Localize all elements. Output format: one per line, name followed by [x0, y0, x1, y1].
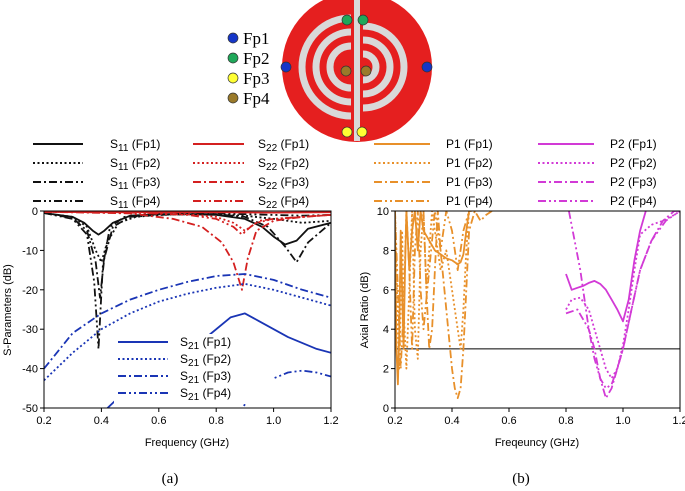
x-tick-label: 0.8 [558, 415, 573, 427]
feed-legend-swatch [227, 32, 239, 44]
x-tick-label: 0.6 [501, 415, 516, 427]
y-tick-label: 0 [32, 206, 38, 218]
feed-legend-label: Fp3 [243, 69, 269, 88]
feed-marker [341, 126, 353, 138]
feed-legend-swatch [227, 92, 239, 104]
legend-label: P2 (Fp4) [610, 194, 657, 208]
chart-b-frame [394, 210, 681, 409]
x-tick-label: 0.4 [444, 415, 459, 427]
legend-label: S21 (Fp2) [180, 352, 231, 369]
series-line [568, 211, 680, 390]
feed-legend-label: Fp1 [243, 29, 269, 48]
panel-label-a: (a) [162, 471, 179, 487]
y-tick-label: 4 [383, 324, 389, 336]
x-tick-label: 0.6 [151, 415, 166, 427]
chart-b-ylabel: Axial Ratio (dB) [359, 272, 371, 348]
chart-a-axes: 0.2 0.4 0.6 0.8 1.0 1.2 0 -10 -20 -30 -40 -50 [22, 206, 339, 427]
series-line [44, 273, 331, 370]
legend-label: P1 (Fp4) [446, 194, 493, 208]
y-tick-label: 0 [383, 403, 389, 415]
antenna-illustration [280, 0, 433, 142]
series-line [395, 211, 475, 370]
legend-label: P2 (Fp2) [610, 156, 657, 170]
legend-label: S11 (Fp3) [110, 175, 160, 192]
chart-b-axes: 0.2 0.4 0.6 0.8 1.0 1.2 10 8 6 4 2 0 [377, 206, 685, 427]
legend-label: P2 (Fp3) [610, 175, 657, 189]
x-tick-label: 1.2 [672, 415, 685, 427]
feed-legend-swatch [227, 72, 239, 84]
legend-label: P1 (Fp1) [446, 137, 493, 151]
legend-label: P1 (Fp2) [446, 156, 493, 170]
antenna-center-gap [354, 0, 360, 141]
legend-label: S21 (Fp4) [180, 386, 231, 403]
series-line [565, 211, 680, 400]
series-line [44, 212, 331, 264]
feed-legend-label: Fp4 [243, 89, 270, 108]
feed-marker [421, 61, 433, 73]
legend-label: S21 (Fp1) [180, 335, 231, 352]
feed-marker [340, 65, 352, 77]
chart-b-top-legend: P1 (Fp1) P1 (Fp2) P1 (Fp3) P1 (Fp4) P2 (Fp1)… [374, 137, 657, 208]
legend-label: S22 (Fp3) [258, 175, 309, 192]
x-tick-label: 1.2 [323, 415, 338, 427]
chart-a-xlabel: Frequency (GHz) [145, 437, 229, 449]
legend-label: P2 (Fp1) [610, 137, 657, 151]
chart-b-plot-area [395, 211, 680, 400]
feed-markers [280, 14, 433, 138]
series-line [44, 212, 331, 299]
y-tick-label: 10 [377, 206, 389, 218]
x-tick-label: 0.2 [36, 415, 51, 427]
chart-a-inset-legend: S21 (Fp1)S21 (Fp2)S21 (Fp3)S21 (Fp4) [114, 334, 274, 404]
y-tick-label: -30 [22, 324, 38, 336]
legend-label: S21 (Fp3) [180, 369, 231, 386]
chart-b-xlabel: Freqeuncy (GHz) [495, 437, 579, 449]
y-tick-label: -50 [22, 403, 38, 415]
y-tick-label: -40 [22, 364, 38, 376]
legend-label: S11 (Fp2) [110, 156, 160, 173]
series-line [395, 211, 470, 370]
legend-label: S22 (Fp1) [258, 137, 309, 154]
series-line [106, 312, 331, 408]
chart-a-plot-area [44, 211, 331, 408]
series-line [422, 211, 493, 400]
series-line [44, 282, 331, 382]
feed-legend-label: Fp2 [243, 49, 269, 68]
feed-marker [341, 14, 353, 26]
feed-marker [360, 65, 372, 77]
feed-marker [280, 61, 292, 73]
x-tick-label: 0.2 [387, 415, 402, 427]
y-tick-label: -10 [22, 245, 38, 257]
x-tick-label: 0.8 [209, 415, 224, 427]
chart-a-frame [43, 210, 332, 409]
feed-marker [357, 14, 369, 26]
legend-label: S11 (Fp4) [110, 194, 160, 211]
y-tick-label: 6 [383, 285, 389, 297]
chart-a-ylabel: S-Parameters (dB) [2, 264, 14, 356]
x-tick-label: 0.4 [94, 415, 109, 427]
panel-label-b: (b) [512, 471, 530, 487]
y-tick-label: -20 [22, 285, 38, 297]
y-tick-label: 2 [383, 364, 389, 376]
chart-a: S11 (Fp1) S11 (Fp2) S11 (Fp3) S11 (Fp4) S22 … [2, 137, 339, 487]
series-line [44, 212, 331, 350]
feed-legend-swatch [227, 52, 239, 64]
legend-label: P1 (Fp3) [446, 175, 493, 189]
legend-label: S11 (Fp1) [110, 137, 160, 154]
legend-label: S22 (Fp2) [258, 156, 309, 173]
series-line [565, 211, 647, 323]
feed-marker [356, 126, 368, 138]
legend-label: S22 (Fp4) [258, 194, 309, 211]
chart-a-top-legend: S11 (Fp1) S11 (Fp2) S11 (Fp3) S11 (Fp4) S22 … [33, 137, 309, 211]
antenna-slots [298, 14, 408, 120]
x-tick-label: 1.0 [266, 415, 281, 427]
x-tick-label: 1.0 [615, 415, 630, 427]
chart-b: P1 (Fp1) P1 (Fp2) P1 (Fp3) P1 (Fp4) P2 (Fp1)… [359, 137, 685, 487]
y-tick-label: 8 [383, 245, 389, 257]
series-line [44, 211, 331, 291]
